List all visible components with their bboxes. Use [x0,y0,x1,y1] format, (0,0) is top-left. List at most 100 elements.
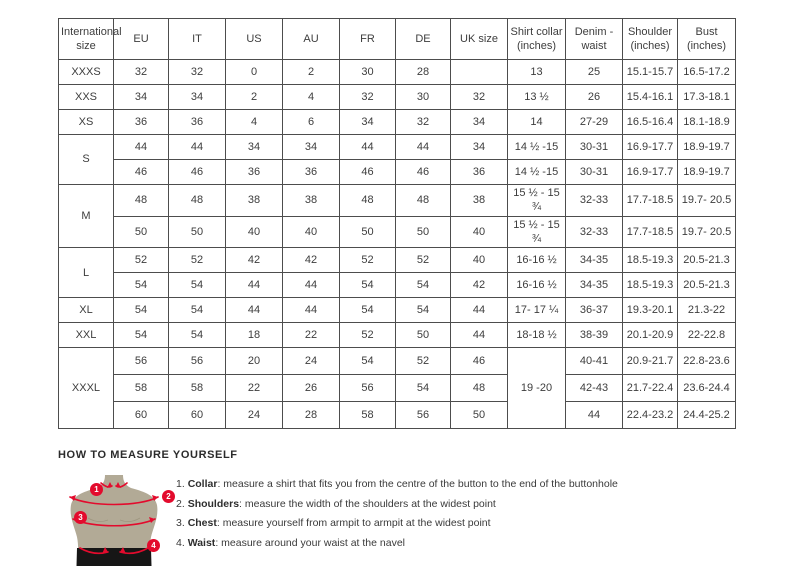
table-cell: 54 [113,272,169,299]
torso-illustration-icon [69,475,159,566]
table-cell: 17.7-18.5 [622,215,678,249]
size-label-cell: XS [58,109,114,135]
table-cell: 32 [395,109,451,135]
measure-badge-3: 3 [74,511,87,525]
table-cell: 50 [113,215,169,249]
body-figure: 1 2 3 4 [64,474,175,566]
table-cell: 44 [339,134,396,160]
table-cell: 4 [282,84,340,110]
table-cell: 27-29 [565,109,623,135]
table-cell: 13 [507,59,566,85]
table-cell: 36 [282,159,340,185]
table-cell: 16.9-17.7 [622,134,678,160]
table-row: 50 50 40 40 50 50 40 15 ½ - 15 ¾ 32-33 17.7-18.5 1… [59,215,736,249]
column-header: Shoulder (inches) [622,18,678,60]
table-cell: 42 [450,272,508,299]
table-cell: 15.1-15.7 [622,59,678,85]
table-cell: 15 ½ - 15 ¾ [507,184,566,217]
size-label-cell: XL [58,297,114,324]
table-cell: 52 [168,247,226,274]
table-cell: 16-16 ½ [507,272,566,299]
table-cell: 18 [225,322,283,349]
column-header: FR [339,18,396,60]
table-cell: 2 [282,59,340,85]
measure-heading: HOW TO MEASURE YOURSELF [58,449,238,462]
table-cell: 58 [168,374,226,403]
measure-badge-4: 4 [147,539,160,553]
table-cell: 32-33 [565,215,623,249]
table-cell: 34 [282,134,340,160]
table-cell: 48 [395,184,451,217]
table-cell: 54 [339,272,396,299]
table-cell: 22.4-23.2 [622,401,678,430]
table-cell: 18.5-19.3 [622,247,678,274]
table-cell: 18-18 ½ [507,322,566,349]
column-header: Bust (inches) [677,18,736,60]
table-cell: 52 [339,247,396,274]
table-cell: 34 [450,134,508,160]
table-cell: 40 [450,247,508,274]
column-header: AU [282,18,340,60]
table-row: 60 60 24 28 58 56 50 44 22.4-23.2 24.4-25.2 [59,401,736,430]
table-cell: 6 [282,109,340,135]
measure-step: 3. Chest: measure yourself from armpit t… [176,517,491,530]
table-cell: 46 [168,159,226,185]
table-cell: 56 [168,347,226,376]
table-cell: 48 [339,184,396,217]
table-cell: 16.9-17.7 [622,159,678,185]
table-cell: 46 [395,159,451,185]
measure-steps: 1. Collar: measure a shirt that fits you… [176,474,618,566]
column-header: Shirt collar (inches) [507,18,566,60]
table-cell: 48 [113,184,169,217]
table-cell: 34 [113,84,169,110]
table-cell: 28 [395,59,451,85]
size-label-cell: S [58,134,114,185]
table-cell: 22 [225,374,283,403]
measure-step: 4. Waist: measure around your waist at t… [176,536,405,549]
table-cell [450,59,508,85]
table-cell: 54 [339,347,396,376]
table-cell: 17.7-18.5 [622,184,678,217]
table-cell: 32 [450,84,508,110]
table-cell: 44 [395,134,451,160]
table-cell: 58 [113,374,169,403]
table-cell: 54 [395,272,451,299]
table-cell: 44 [225,297,283,324]
table-cell: 42 [282,247,340,274]
column-header: Denim - waist [565,18,623,60]
table-cell: 50 [339,215,396,249]
column-header: EU [113,18,169,60]
table-row: XL 54 54 44 44 54 54 44 17- 17 ¼ 36-37 19.3-20.1 21… [58,297,736,324]
size-label-cell: XXL [58,322,114,349]
table-cell: 44 [450,322,508,349]
table-cell: 58 [339,401,396,430]
collar-merged-cell: 19 -20 [507,347,566,430]
table-cell: 32 [168,59,226,85]
table-cell: 19.7- 20.5 [677,184,736,217]
measure-section: HOW TO MEASURE YOURSELF [58,449,787,566]
table-cell: 54 [113,297,169,324]
table-cell: 32 [339,84,396,110]
table-cell: 40 [282,215,340,249]
table-cell: 36 [168,109,226,135]
table-cell: 26 [282,374,340,403]
size-label-cell: XXXS [58,59,114,85]
table-cell: 18.9-19.7 [677,134,736,160]
table-cell: 17.3-18.1 [677,84,736,110]
table-cell: 21.3-22 [677,297,736,324]
table-cell: 34-35 [565,247,623,274]
table-cell: 54 [339,297,396,324]
table-cell: 30-31 [565,159,623,185]
table-cell: 52 [395,247,451,274]
table-cell: 60 [168,401,226,430]
table-cell: 32-33 [565,184,623,217]
measure-step: 1. Collar: measure a shirt that fits you… [176,478,618,491]
table-cell: 20 [225,347,283,376]
table-row: 54 54 44 44 54 54 42 16-16 ½ 34-35 18.5-19.3 20.5-… [59,272,736,299]
table-cell: 44 [113,134,169,160]
table-cell: 40-41 [565,347,623,376]
table-cell: 19.7- 20.5 [677,215,736,249]
table-cell: 44 [225,272,283,299]
table-cell: 40 [450,215,508,249]
